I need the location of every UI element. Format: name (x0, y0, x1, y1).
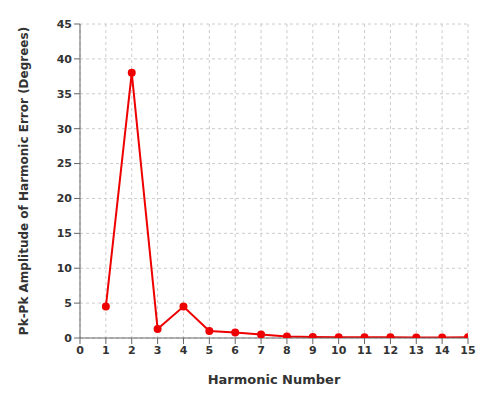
svg-text:15: 15 (460, 344, 475, 357)
svg-text:3: 3 (154, 344, 162, 357)
svg-text:45: 45 (57, 18, 72, 31)
svg-text:14: 14 (434, 344, 450, 357)
svg-text:11: 11 (357, 344, 372, 357)
svg-text:0: 0 (64, 332, 72, 345)
svg-text:10: 10 (331, 344, 347, 357)
svg-text:6: 6 (231, 344, 239, 357)
svg-text:15: 15 (57, 227, 72, 240)
svg-text:9: 9 (309, 344, 317, 357)
svg-text:2: 2 (128, 344, 136, 357)
svg-text:40: 40 (57, 53, 73, 66)
svg-text:4: 4 (180, 344, 188, 357)
svg-text:5: 5 (206, 344, 214, 357)
svg-text:12: 12 (383, 344, 398, 357)
svg-text:0: 0 (76, 344, 84, 357)
svg-text:25: 25 (57, 157, 72, 170)
svg-text:35: 35 (57, 88, 72, 101)
svg-text:5: 5 (64, 297, 72, 310)
svg-text:30: 30 (57, 123, 73, 136)
svg-text:1: 1 (102, 344, 110, 357)
svg-text:8: 8 (283, 344, 291, 357)
svg-text:7: 7 (257, 344, 265, 357)
svg-text:Pk-Pk Amplitude of Harmonic Er: Pk-Pk Amplitude of Harmonic Error (Degre… (17, 27, 31, 335)
svg-text:Harmonic Number: Harmonic Number (208, 372, 341, 387)
svg-text:20: 20 (57, 192, 73, 205)
svg-text:10: 10 (57, 262, 73, 275)
svg-text:13: 13 (409, 344, 424, 357)
